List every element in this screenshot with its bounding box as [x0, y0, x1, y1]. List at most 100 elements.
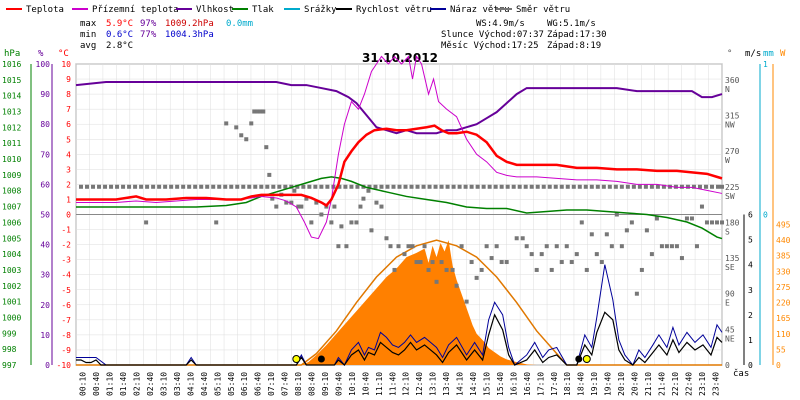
- wind-direction-point: [379, 184, 384, 189]
- wind-direction-point: [579, 220, 584, 225]
- wind-direction-point: [241, 184, 246, 189]
- c-tick: -2: [61, 241, 71, 250]
- wind-direction-point: [523, 184, 528, 189]
- wind-direction-point: [391, 184, 396, 189]
- hpa-tick: 1005: [2, 234, 21, 243]
- x-tick: 01:40: [119, 372, 128, 396]
- wind-direction-point: [679, 256, 684, 261]
- stats-label-avg: avg: [80, 41, 96, 51]
- wind-direction-point: [274, 204, 279, 209]
- legend-label: Rychlost větru: [356, 5, 432, 15]
- x-tick: 12:10: [402, 372, 411, 396]
- legend-label: Směr větru: [516, 5, 570, 15]
- c-tick: 8: [66, 90, 71, 99]
- wind-direction-point: [709, 220, 714, 225]
- pct-tick: 50: [40, 211, 50, 220]
- wind-direction-point: [361, 196, 366, 201]
- wind-direction-point: [709, 184, 714, 189]
- wind-direction-point: [450, 267, 455, 272]
- pct-tick: 30: [40, 271, 50, 280]
- wind-direction-point: [454, 283, 459, 288]
- wind-direction-point: [426, 267, 431, 272]
- wind-direction-point: [255, 109, 260, 114]
- dir-tick: 45: [725, 325, 735, 334]
- x-ticks: 00:10 00:40 01:10 01:40 02:10 02:40 03:10 03:40…: [79, 372, 721, 396]
- wind-direction-point: [669, 244, 674, 249]
- dir-name-tick: NE: [725, 334, 735, 343]
- wind-direction-point: [520, 236, 525, 241]
- wind-direction-point: [583, 184, 588, 189]
- x-tick: 15:40: [496, 372, 505, 396]
- wind-direction-point: [79, 184, 84, 189]
- wind-direction-point: [569, 260, 574, 265]
- wind-direction-point: [631, 184, 636, 189]
- x-tick: 19:10: [590, 372, 599, 396]
- c-tick: 0: [66, 211, 71, 220]
- wind-direction-point: [685, 184, 690, 189]
- wind-direction-point: [396, 244, 401, 249]
- wind-direction-point: [181, 184, 186, 189]
- wind-direction-point: [479, 267, 484, 272]
- wind-direction-point: [414, 260, 419, 265]
- sunset-marker: [582, 355, 591, 363]
- wind-direction-point: [354, 220, 359, 225]
- mm-tick: 0: [763, 211, 768, 220]
- wind-direction-point: [217, 184, 222, 189]
- wind-direction-point: [97, 184, 102, 189]
- deg-axis-label: °: [727, 49, 732, 59]
- wind-direction-point: [664, 244, 669, 249]
- w-tick: 495: [776, 221, 791, 230]
- c-tick: -6: [61, 301, 71, 310]
- w-tick: 55: [776, 345, 786, 354]
- hpa-tick: 1000: [2, 313, 21, 322]
- stats-pres-max: 1009.2hPa: [165, 19, 214, 29]
- stats-label-max: max: [80, 19, 97, 29]
- x-tick: 21:10: [644, 372, 653, 396]
- wind-speed-line: [76, 311, 723, 366]
- wind-direction-point: [392, 267, 397, 272]
- wind-direction-point: [418, 260, 423, 265]
- wind-direction-point: [224, 121, 229, 126]
- wind-direction-point: [199, 184, 204, 189]
- legend-label: Vlhkost: [196, 5, 234, 15]
- mm-axis-label: mm: [763, 49, 774, 59]
- wind-direction-point: [504, 260, 509, 265]
- dir-name-tick: N: [725, 85, 730, 94]
- wind-direction-point: [451, 184, 456, 189]
- c-tick: -5: [61, 286, 71, 295]
- x-tick: 14:10: [456, 372, 465, 396]
- dir-name-tick: S: [725, 227, 730, 236]
- wind-direction-point: [384, 236, 389, 241]
- c-axis-label: °C: [58, 49, 69, 59]
- wind-direction-point: [625, 184, 630, 189]
- wind-direction-point: [234, 125, 239, 130]
- wind-direction-point: [607, 184, 612, 189]
- pct-tick: 90: [40, 90, 50, 99]
- x-tick: 22:40: [684, 372, 693, 396]
- wind-direction-point: [565, 184, 570, 189]
- info-sun-set: Západ:17:30: [547, 30, 607, 40]
- ms-tick: 6: [748, 211, 753, 220]
- wind-direction-point: [264, 145, 269, 150]
- info-wg: WG:5.1m/s: [547, 19, 596, 29]
- wind-direction-point: [643, 184, 648, 189]
- ground-temp-line: [76, 55, 723, 240]
- wind-direction-point: [292, 188, 297, 193]
- wind-direction-point: [109, 184, 114, 189]
- wind-direction-point: [439, 184, 444, 189]
- dir-name-tick: NW: [725, 120, 735, 129]
- wind-direction-point: [619, 244, 624, 249]
- wind-direction-point: [505, 184, 510, 189]
- x-tick: 05:40: [227, 372, 236, 396]
- wind-direction-point: [584, 267, 589, 272]
- legend-label: Náraz větru: [450, 5, 510, 15]
- wind-direction-point: [464, 299, 469, 304]
- wind-direction-point: [127, 184, 132, 189]
- wind-direction-point: [691, 184, 696, 189]
- hpa-tick: 1015: [2, 76, 21, 85]
- wind-direction-point: [261, 109, 266, 114]
- wind-direction-point: [599, 260, 604, 265]
- wind-direction-point: [402, 252, 407, 257]
- wind-direction-point: [235, 184, 240, 189]
- wind-direction-point: [358, 204, 363, 209]
